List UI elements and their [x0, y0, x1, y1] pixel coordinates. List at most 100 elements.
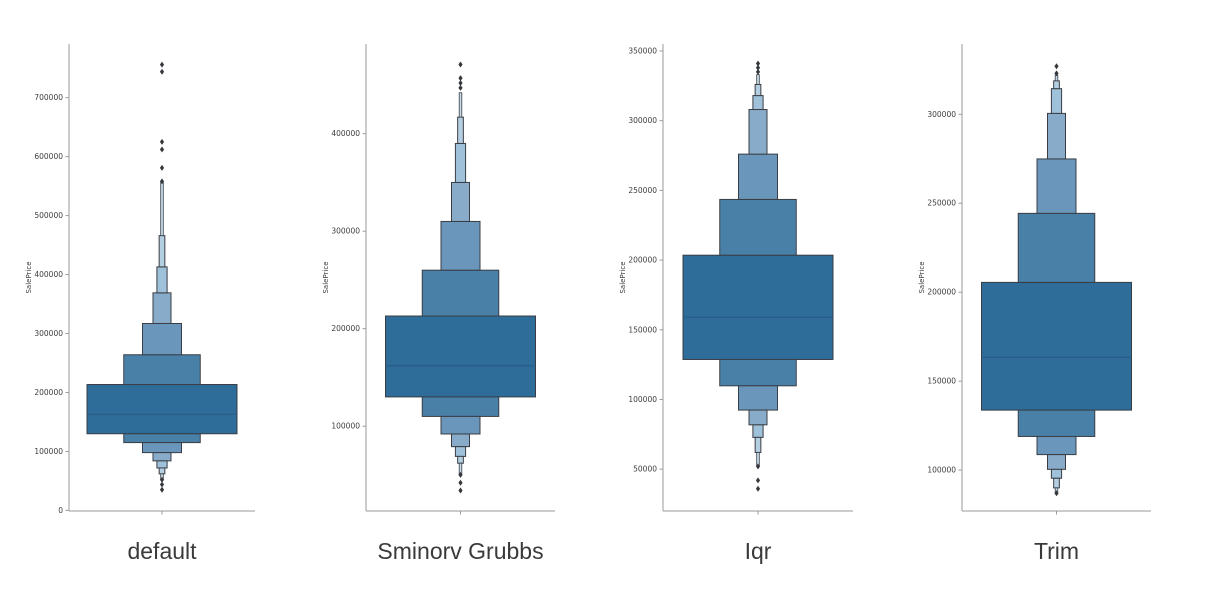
plot-title-iqr: Iqr: [744, 538, 772, 564]
letter-value-box: [748, 109, 768, 155]
y-tick-label: 300000: [927, 110, 956, 119]
outlier-diamond: [458, 75, 463, 82]
letter-value-box: [682, 254, 834, 360]
letter-value-box: [440, 415, 481, 435]
y-tick-label: 150000: [927, 377, 956, 386]
y-tick-label: 200000: [331, 324, 360, 333]
outlier-diamond: [458, 479, 463, 486]
letter-value-box: [454, 446, 467, 457]
y-tick-label: 50000: [633, 465, 657, 474]
y-tick-label: 200000: [34, 388, 63, 397]
y-tick-label: 700000: [34, 93, 63, 102]
outlier-diamond: [159, 476, 165, 483]
outlier-diamond: [159, 138, 165, 145]
letter-value-box: [1017, 212, 1096, 283]
y-tick-label: 300000: [34, 329, 63, 338]
outlier-diamond: [755, 477, 761, 484]
letter-value-box: [123, 354, 201, 386]
y-tick-label: 200000: [927, 288, 956, 297]
letter-value-box: [1053, 477, 1060, 489]
y-tick-label: 400000: [34, 270, 63, 279]
y-axis-label: SalePrice: [25, 261, 33, 293]
outlier-diamond: [159, 146, 165, 153]
y-axis-label: SalePrice: [322, 261, 330, 293]
outlier-diamond: [755, 68, 761, 75]
outlier-diamond: [159, 178, 165, 185]
outlier-diamond: [159, 481, 165, 488]
outlier-diamond: [159, 486, 165, 493]
plot-title-trim: Trim: [1033, 538, 1080, 564]
letter-value-box: [440, 220, 481, 271]
letter-value-box: [457, 116, 464, 144]
boxenplot-trim-canvas: 100000 150000 200000 250000 300000 SalePrice: [912, 0, 1216, 530]
letter-value-box: [1053, 80, 1060, 90]
subplot-trim: 100000 150000 200000 250000 300000 SalePrice …: [912, 0, 1216, 595]
tail-stem: [756, 74, 760, 85]
letter-value-box: [1036, 158, 1077, 214]
boxenplot-svg: 100000 150000 200000 250000 300000 SalePrice: [918, 44, 1151, 515]
y-tick-label: 0: [58, 506, 63, 515]
letter-value-box: [123, 433, 201, 444]
boxenplot-svg: 0 100000 200000 300000 400000 500000 600000 700…: [25, 44, 255, 515]
letter-value-box: [738, 153, 778, 200]
outlier-diamond: [458, 471, 463, 478]
boxenplot-svg: 50000 100000 150000 200000 250000 300000 35000…: [619, 44, 853, 515]
boxenplot-svg: 100000 200000 300000 400000 SalePrice: [322, 44, 555, 515]
boxenplot-sminorv-grubbs-canvas: 100000 200000 300000 400000 SalePrice: [304, 0, 608, 530]
outlier-diamond: [458, 61, 463, 68]
outlier-diamond: [1054, 63, 1059, 70]
letter-value-box: [385, 315, 536, 398]
y-tick-label: 600000: [34, 152, 63, 161]
outlier-diamond: [159, 68, 165, 75]
letter-value-box: [86, 384, 238, 435]
y-tick-label: 300000: [628, 116, 657, 125]
y-axis-label: SalePrice: [918, 261, 926, 293]
letter-value-box: [1047, 112, 1066, 160]
outlier-diamond: [755, 463, 761, 470]
letter-value-box: [981, 281, 1132, 411]
subplot-default: 0 100000 200000 300000 400000 500000 600000 700…: [0, 0, 304, 595]
letter-value-box: [1050, 468, 1063, 479]
letter-value-box: [754, 436, 762, 453]
letter-value-box: [156, 266, 168, 294]
y-tick-label: 400000: [331, 129, 360, 138]
subplot-sminorv-grubbs: 100000 200000 300000 400000 SalePrice Sminor…: [304, 0, 608, 595]
letter-value-box: [156, 460, 168, 469]
letter-value-box: [719, 198, 797, 256]
letter-value-box: [754, 83, 762, 97]
y-tick-label: 100000: [34, 447, 63, 456]
letter-value-box: [1047, 454, 1066, 470]
y-tick-label: 300000: [331, 227, 360, 236]
letter-value-box: [738, 385, 778, 411]
y-tick-label: 100000: [331, 422, 360, 431]
tail-stem: [458, 92, 463, 118]
letter-value-box: [1050, 88, 1063, 114]
boxenplot-iqr-canvas: 50000 100000 150000 200000 250000 300000 35000…: [608, 0, 912, 530]
outlier-diamond: [159, 61, 165, 68]
outlier-diamond: [458, 487, 463, 494]
tail-stem: [160, 182, 164, 237]
y-tick-label: 250000: [628, 186, 657, 195]
outlier-diamond: [755, 485, 761, 492]
letter-value-box: [1036, 435, 1077, 456]
outlier-diamond: [159, 164, 165, 171]
outlier-diamond: [755, 60, 761, 67]
letter-value-box: [158, 235, 166, 268]
letter-value-box: [142, 442, 182, 454]
plot-title-default: default: [127, 538, 197, 564]
letter-value-box: [451, 433, 470, 448]
letter-value-box: [748, 409, 768, 426]
letter-value-box: [152, 292, 172, 324]
outlier-diamond: [458, 84, 463, 91]
letter-value-box: [152, 452, 172, 462]
subplot-iqr: 50000 100000 150000 200000 250000 300000 35000…: [608, 0, 912, 595]
outlier-diamond: [458, 79, 463, 86]
letter-value-box: [451, 181, 470, 222]
y-tick-label: 250000: [927, 199, 956, 208]
y-tick-label: 100000: [927, 466, 956, 475]
y-tick-label: 200000: [628, 256, 657, 265]
letter-value-box: [421, 269, 500, 317]
y-tick-label: 150000: [628, 325, 657, 334]
y-tick-label: 500000: [34, 211, 63, 220]
